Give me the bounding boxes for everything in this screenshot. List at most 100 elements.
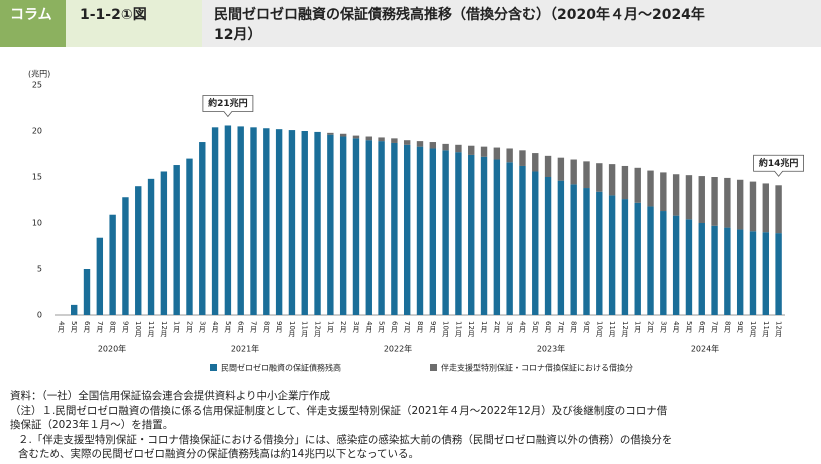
bar xyxy=(135,186,142,315)
x-tick-label: 2月 xyxy=(493,321,501,334)
x-tick-label: 9月 xyxy=(275,321,283,334)
legend-label: 伴走支援型特別保証・コロナ借換保証における借換分 xyxy=(441,363,633,373)
x-tick-label: 1月 xyxy=(480,321,488,334)
year-label: 2023年 xyxy=(537,344,565,354)
bar xyxy=(672,215,680,315)
callout-box xyxy=(753,154,804,177)
x-tick-label: 5月 xyxy=(685,321,693,334)
bar xyxy=(403,144,411,315)
x-tick-label: 4月 xyxy=(365,321,373,334)
bar xyxy=(71,304,78,315)
bar xyxy=(378,141,385,315)
year-label: 2021年 xyxy=(231,344,259,354)
bar xyxy=(442,150,449,315)
bar xyxy=(608,195,616,315)
x-tick-label: 3月 xyxy=(506,321,514,334)
y-tick-label: 20 xyxy=(32,127,42,136)
bar xyxy=(173,165,180,315)
bar xyxy=(544,177,552,315)
bar xyxy=(660,172,667,212)
bar xyxy=(583,188,590,315)
bar xyxy=(288,130,296,315)
bar xyxy=(698,176,705,223)
bar xyxy=(596,191,603,315)
bar xyxy=(378,137,385,142)
bar xyxy=(647,170,654,207)
x-tick-label: 7月 xyxy=(96,321,104,334)
bar xyxy=(711,177,718,226)
x-tick-label: 12月 xyxy=(467,321,475,338)
bar xyxy=(365,140,372,315)
bar xyxy=(557,157,565,181)
bar xyxy=(583,161,590,189)
x-tick-label: 8月 xyxy=(416,321,424,334)
note: ２.「伴走支援型特別保証・コロナ借換保証における借換分」には、感染症の感染拡大前… xyxy=(18,433,672,446)
x-tick-label: 6月 xyxy=(544,321,552,334)
bar xyxy=(211,127,219,315)
bar xyxy=(327,134,334,315)
bar xyxy=(250,127,257,315)
note: （注）１.民間ゼロゼロ融資の借換に係る信用保証制度として、伴走支援型特別保証（2… xyxy=(10,404,668,417)
bar xyxy=(480,146,488,157)
bar xyxy=(698,223,705,315)
bar xyxy=(391,138,398,143)
bar xyxy=(749,231,757,315)
bar xyxy=(621,199,629,315)
bar xyxy=(711,225,718,315)
bar xyxy=(416,146,424,315)
year-label: 2020年 xyxy=(98,344,126,354)
x-tick-label: 10月 xyxy=(134,321,142,338)
legend-swatch xyxy=(210,364,217,371)
bar xyxy=(570,159,577,185)
x-tick-label: 5月 xyxy=(531,321,539,334)
bar xyxy=(275,129,283,315)
bar xyxy=(544,155,552,177)
bar xyxy=(762,232,769,315)
x-tick-label: 4月 xyxy=(57,321,65,334)
tag: コラム xyxy=(10,7,52,23)
x-tick-label: 6月 xyxy=(83,321,91,334)
bar xyxy=(672,174,680,216)
bar xyxy=(301,131,308,315)
bar xyxy=(263,128,270,315)
year-label: 2022年 xyxy=(384,344,412,354)
bar xyxy=(570,184,577,315)
bar xyxy=(519,165,526,315)
x-tick-label: 10月 xyxy=(288,321,296,338)
bar xyxy=(147,178,155,315)
x-tick-label: 8月 xyxy=(723,321,731,334)
bar xyxy=(429,148,437,315)
bar xyxy=(224,125,232,315)
callout: 約21兆円 xyxy=(208,97,248,109)
x-tick-label: 8月 xyxy=(570,321,578,334)
y-tick-label: 10 xyxy=(32,219,42,228)
legend-swatch xyxy=(430,364,437,371)
bar xyxy=(352,135,360,139)
y-tick-label: 25 xyxy=(32,81,42,90)
bar xyxy=(775,185,782,234)
bar xyxy=(160,171,168,315)
bar xyxy=(199,142,206,315)
note: 含むため、実際の民間ゼロゼロ融資分の保証債務残高は約14兆円以下となっている。 xyxy=(18,447,419,460)
callout-box xyxy=(202,95,254,118)
bar xyxy=(480,156,488,315)
x-tick-label: 9月 xyxy=(736,321,744,334)
note: 換保証（2023年１月〜）を措置。 xyxy=(10,418,173,431)
legend-label: 民間ゼロゼロ融資の保証債務残高 xyxy=(221,363,341,373)
x-tick-label: 9月 xyxy=(121,321,129,334)
bar xyxy=(493,147,501,160)
bar xyxy=(749,181,757,232)
bar xyxy=(736,229,744,315)
x-tick-label: 8月 xyxy=(109,321,117,334)
bar xyxy=(660,211,667,315)
bar xyxy=(685,219,693,315)
x-tick-label: 7月 xyxy=(557,321,565,334)
x-tick-label: 11月 xyxy=(608,321,616,338)
bar xyxy=(519,150,526,166)
x-tick-label: 8月 xyxy=(262,321,270,334)
x-tick-label: 9月 xyxy=(429,321,437,334)
bar xyxy=(608,164,616,196)
figure-number: 1-1-2①図 xyxy=(80,7,147,23)
bar xyxy=(621,165,629,200)
